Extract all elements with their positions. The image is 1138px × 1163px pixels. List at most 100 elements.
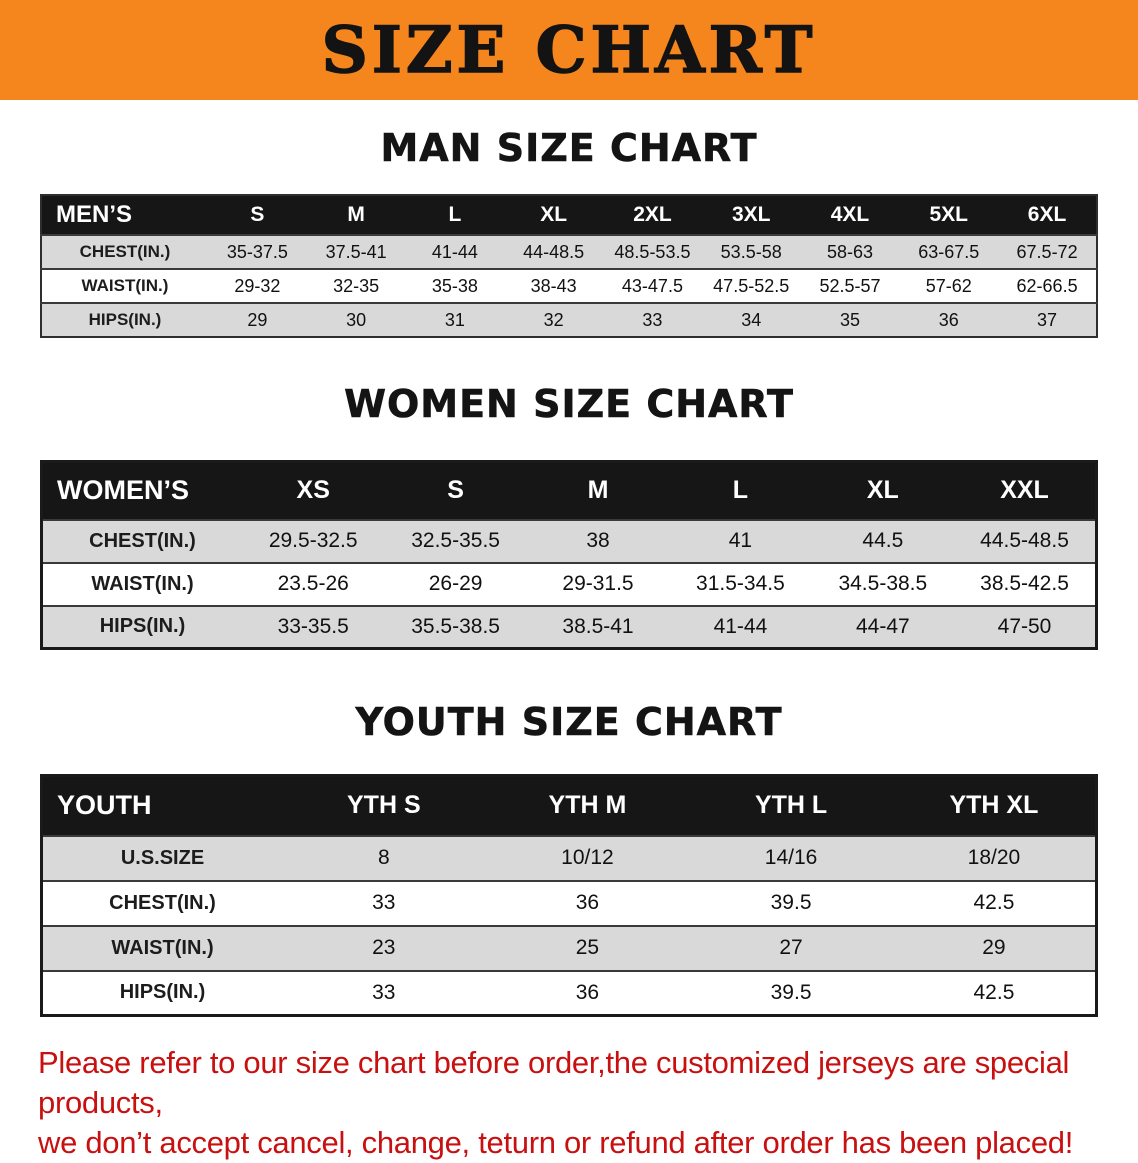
size-value-cell: 26-29 — [384, 561, 527, 606]
size-column-header: M — [587, 476, 609, 505]
table-row: WAIST(IN.) 23 25 27 29 — [41, 924, 1097, 971]
size-value-cell: 34 — [701, 302, 801, 337]
size-value-cell: 25 — [485, 924, 690, 971]
size-value-cell: 39.5 — [689, 969, 893, 1016]
size-value-cell: 41 — [669, 518, 812, 563]
row-label: HIPS(IN.) — [41, 302, 208, 337]
table-header-row: WOMEN’S XS S M L XL XXL — [41, 461, 1097, 520]
row-label: CHEST(IN.) — [41, 879, 282, 926]
size-value-cell: 35.5-38.5 — [384, 604, 527, 649]
row-label: HIPS(IN.) — [41, 604, 242, 649]
size-value-cell: 62-66.5 — [998, 268, 1097, 303]
row-label: WAIST(IN.) — [41, 924, 282, 971]
size-column-header: 6XL — [1027, 203, 1067, 226]
size-value-cell: 36 — [485, 969, 690, 1016]
size-value-cell: 44.5 — [811, 518, 955, 563]
size-value-cell: 44.5-48.5 — [954, 518, 1097, 563]
table-header-row: MEN’S S M L XL 2XL 3XL 4XL 5XL 6XL — [41, 195, 1097, 235]
banner-title: SIZE CHART — [321, 12, 817, 89]
size-column-header: YTH S — [347, 791, 421, 820]
table-row: CHEST(IN.) 35-37.5 37.5-41 41-44 44-48.5 48.5… — [41, 234, 1097, 269]
table-row: U.S.SIZE 8 10/12 14/16 18/20 — [41, 834, 1097, 881]
table-row: HIPS(IN.) 29 30 31 32 33 34 35 36 37 — [41, 302, 1097, 337]
size-value-cell: 30 — [306, 302, 406, 337]
size-value-cell: 32.5-35.5 — [384, 518, 527, 563]
table-row: WAIST(IN.) 23.5-26 26-29 29-31.5 31.5-34.5 34… — [41, 561, 1097, 606]
size-value-cell: 41-44 — [669, 604, 812, 649]
size-value-cell: 58-63 — [800, 234, 900, 269]
size-value-cell: 36 — [899, 302, 999, 337]
table-row: HIPS(IN.) 33-35.5 35.5-38.5 38.5-41 41-44 44-… — [41, 604, 1097, 649]
size-value-cell: 29-32 — [208, 268, 307, 303]
row-label: WAIST(IN.) — [41, 268, 208, 303]
man-size-chart-heading: MAN SIZE CHART — [380, 126, 758, 171]
size-value-cell: 23 — [282, 924, 486, 971]
size-value-cell: 44-48.5 — [504, 234, 604, 269]
size-value-cell: 29 — [892, 924, 1097, 971]
size-value-cell: 52.5-57 — [800, 268, 900, 303]
size-value-cell: 57-62 — [899, 268, 999, 303]
size-value-cell: 63-67.5 — [899, 234, 999, 269]
size-column-header: 5XL — [929, 203, 968, 226]
size-column-header: L — [448, 203, 462, 226]
size-value-cell: 37 — [998, 302, 1097, 337]
size-column-header: L — [732, 476, 749, 505]
size-value-cell: 32 — [504, 302, 604, 337]
table-header-row: YOUTH YTH S YTH M YTH L YTH XL — [41, 775, 1097, 836]
size-column-header: 3XL — [731, 203, 771, 226]
size-value-cell: 38.5-42.5 — [954, 561, 1097, 606]
youth-size-chart-heading: YOUTH SIZE CHART — [355, 700, 783, 745]
size-value-cell: 35-37.5 — [208, 234, 307, 269]
row-label: WAIST(IN.) — [41, 561, 242, 606]
size-value-cell: 53.5-58 — [701, 234, 801, 269]
table-corner-label: WOMEN’S — [57, 475, 189, 506]
row-label: U.S.SIZE — [41, 834, 282, 881]
row-label: CHEST(IN.) — [41, 518, 242, 563]
size-value-cell: 38-43 — [504, 268, 604, 303]
size-column-header: 2XL — [633, 203, 672, 226]
size-value-cell: 10/12 — [485, 834, 690, 881]
size-value-cell: 47-50 — [954, 604, 1097, 649]
size-value-cell: 27 — [689, 924, 893, 971]
size-column-header: 4XL — [830, 203, 870, 226]
table-corner-label: MEN’S — [56, 201, 133, 228]
size-value-cell: 34.5-38.5 — [811, 561, 955, 606]
footer-note-line-2: we don’t accept cancel, change, teturn o… — [38, 1125, 1074, 1160]
size-column-header: XL — [866, 476, 899, 505]
table-row: WAIST(IN.) 29-32 32-35 35-38 38-43 43-47.5 47.… — [41, 268, 1097, 303]
size-column-header: YTH XL — [949, 791, 1039, 820]
size-column-header: YTH L — [754, 791, 828, 820]
size-value-cell: 14/16 — [689, 834, 893, 881]
table-corner-label: YOUTH — [57, 790, 152, 821]
size-value-cell: 47.5-52.5 — [701, 268, 801, 303]
size-value-cell: 37.5-41 — [306, 234, 406, 269]
size-value-cell: 18/20 — [892, 834, 1097, 881]
footer-note-line-1: Please refer to our size chart before or… — [38, 1045, 1070, 1120]
size-value-cell: 31.5-34.5 — [669, 561, 812, 606]
size-value-cell: 33 — [282, 879, 486, 926]
size-value-cell: 33-35.5 — [242, 604, 385, 649]
size-value-cell: 67.5-72 — [998, 234, 1097, 269]
table-row: CHEST(IN.) 33 36 39.5 42.5 — [41, 879, 1097, 926]
size-value-cell: 39.5 — [689, 879, 893, 926]
size-value-cell: 32-35 — [306, 268, 406, 303]
size-value-cell: 31 — [405, 302, 505, 337]
table-row: CHEST(IN.) 29.5-32.5 32.5-35.5 38 41 44.5 44.5… — [41, 518, 1097, 563]
size-value-cell: 33 — [603, 302, 702, 337]
mens-size-table: MEN’S S M L XL 2XL 3XL 4XL 5XL 6XL CHEST(IN.) 35-37… — [40, 194, 1098, 338]
size-value-cell: 36 — [485, 879, 690, 926]
size-column-header: XXL — [1000, 476, 1049, 505]
size-chart-banner: SIZE CHART — [0, 0, 1138, 100]
youth-size-table: YOUTH YTH S YTH M YTH L YTH XL U.S.SIZE 8 10/12… — [40, 774, 1098, 1017]
size-value-cell: 42.5 — [892, 969, 1097, 1016]
size-value-cell: 29.5-32.5 — [242, 518, 385, 563]
size-column-header: S — [447, 476, 464, 505]
size-column-header: XL — [540, 203, 568, 226]
size-value-cell: 43-47.5 — [603, 268, 702, 303]
row-label: HIPS(IN.) — [41, 969, 282, 1016]
size-column-header: YTH M — [548, 791, 627, 820]
size-value-cell: 29 — [208, 302, 307, 337]
size-value-cell: 8 — [282, 834, 486, 881]
size-value-cell: 33 — [282, 969, 486, 1016]
table-row: HIPS(IN.) 33 36 39.5 42.5 — [41, 969, 1097, 1016]
